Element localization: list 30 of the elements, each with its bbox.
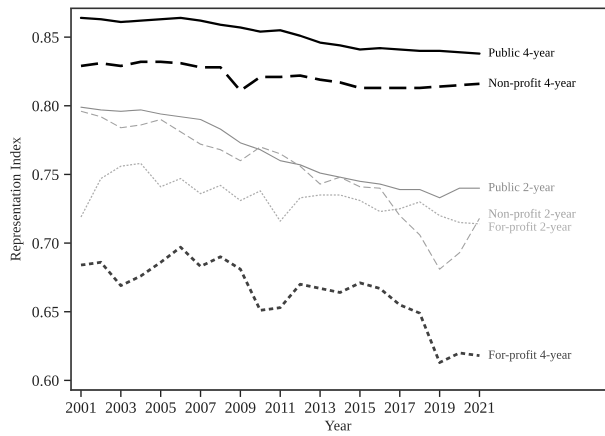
series-label: For-profit 2-year bbox=[488, 222, 572, 234]
x-tick-label: 2011 bbox=[266, 402, 295, 413]
line-series bbox=[80, 110, 480, 270]
line-series bbox=[80, 246, 481, 364]
series-label: Public 4-year bbox=[488, 48, 554, 60]
series-label: Non-profit 2-year bbox=[488, 208, 576, 220]
x-tick-label: 2009 bbox=[225, 402, 256, 413]
y-axis-title: Representation Index bbox=[10, 137, 24, 261]
line-series bbox=[80, 16, 481, 55]
x-tick-label: 2017 bbox=[384, 402, 416, 413]
series-label: For-profit 4-year bbox=[488, 350, 572, 362]
y-tick-label: 0.85 bbox=[32, 32, 59, 43]
x-tick-label: 2001 bbox=[66, 402, 96, 413]
y-tick-label: 0.65 bbox=[32, 306, 59, 318]
y-tick-label: 0.80 bbox=[32, 100, 59, 112]
x-tick-label: 2021 bbox=[464, 402, 494, 413]
x-axis-title: Year bbox=[324, 420, 352, 430]
x-tick-label: 2007 bbox=[186, 402, 216, 413]
x-tick-label: 2005 bbox=[146, 402, 176, 413]
x-tick-label: 2003 bbox=[106, 402, 136, 413]
series-label: Public 2-year bbox=[488, 182, 554, 194]
y-tick-label: 0.70 bbox=[32, 238, 59, 249]
x-tick-label: 2015 bbox=[344, 402, 376, 413]
x-tick-label: 2013 bbox=[305, 402, 336, 413]
y-tick-label: 0.75 bbox=[32, 169, 59, 180]
line-series bbox=[80, 60, 481, 92]
x-tick-label: 2019 bbox=[424, 402, 455, 413]
line-series bbox=[80, 106, 480, 198]
y-tick-label: 0.60 bbox=[32, 375, 59, 386]
series-label: Non-profit 4-year bbox=[488, 78, 576, 90]
